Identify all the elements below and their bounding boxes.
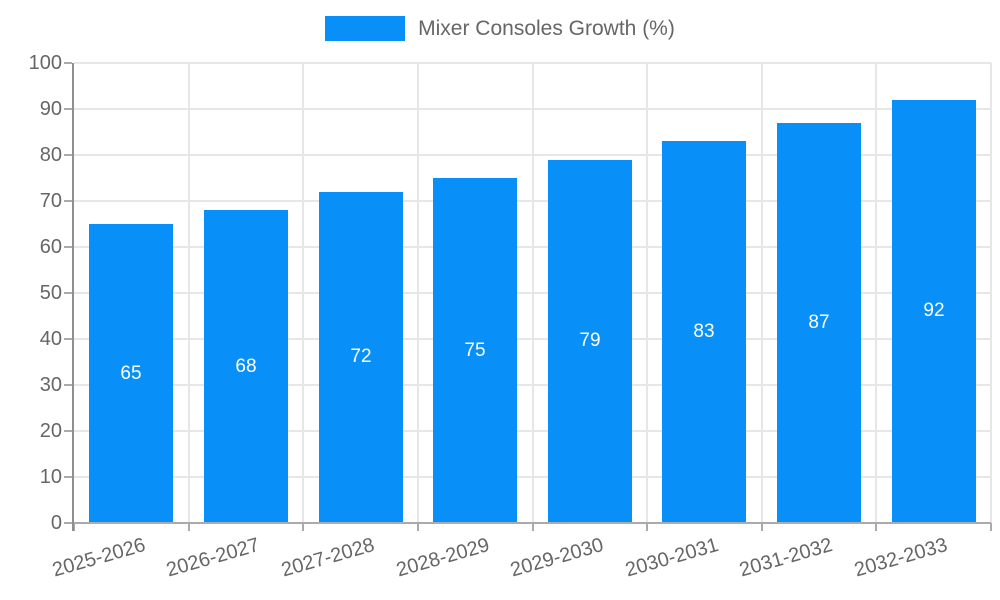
- x-gridline: [875, 63, 878, 523]
- legend: Mixer Consoles Growth (%): [0, 16, 1000, 41]
- y-tick-label: 30: [39, 374, 62, 396]
- y-tick-label: 10: [39, 466, 62, 488]
- bar: 87: [777, 122, 861, 523]
- x-gridline: [302, 63, 305, 523]
- y-tick-label: 0: [50, 512, 62, 534]
- x-gridline: [187, 63, 190, 523]
- x-tick-label: 2031-2032: [737, 533, 836, 582]
- bar-value-label: 65: [120, 362, 142, 384]
- y-tick-label: 20: [39, 420, 62, 442]
- x-gridline: [990, 63, 992, 523]
- x-tick-label: 2029-2030: [508, 533, 607, 582]
- x-tick-label: 2030-2031: [622, 533, 721, 582]
- x-axis-tick: [760, 523, 763, 531]
- bar-value-label: 92: [923, 300, 945, 322]
- x-gridline: [416, 63, 419, 523]
- bar-value-label: 75: [464, 339, 486, 361]
- y-axis-tick: [64, 522, 72, 524]
- bar: 65: [89, 224, 173, 523]
- y-axis-tick: [64, 430, 72, 432]
- y-tick-label: 50: [39, 282, 62, 304]
- x-tick-label: 2028-2029: [393, 533, 492, 582]
- bar: 75: [433, 178, 517, 523]
- bar: 72: [319, 191, 403, 523]
- y-tick-label: 100: [28, 52, 62, 74]
- y-tick-label: 80: [39, 144, 62, 166]
- y-tick-label: 70: [39, 190, 62, 212]
- x-axis-tick: [646, 523, 649, 531]
- bar-value-label: 68: [235, 355, 257, 377]
- y-axis-tick: [64, 108, 72, 110]
- y-axis-tick: [64, 476, 72, 478]
- x-axis-line: [74, 522, 991, 524]
- bar: 79: [548, 159, 632, 523]
- y-tick-label: 40: [39, 328, 62, 350]
- bar-value-label: 72: [350, 346, 372, 368]
- legend-label[interactable]: Mixer Consoles Growth (%): [418, 16, 675, 40]
- bar-value-label: 87: [808, 311, 830, 333]
- bar: 68: [204, 210, 288, 523]
- x-axis-tick: [302, 523, 305, 531]
- x-axis-tick: [73, 523, 75, 531]
- x-tick-label: 2025-2026: [49, 533, 148, 582]
- x-gridline: [760, 63, 763, 523]
- bar-value-label: 79: [579, 330, 601, 352]
- x-axis-tick: [875, 523, 878, 531]
- y-axis-tick: [64, 384, 72, 386]
- y-axis-tick: [64, 62, 72, 64]
- bar-value-label: 83: [693, 321, 715, 343]
- y-tick-label: 90: [39, 98, 62, 120]
- bar: 92: [892, 99, 976, 523]
- x-tick-label: 2027-2028: [278, 533, 377, 582]
- y-tick-label: 60: [39, 236, 62, 258]
- y-axis-tick: [64, 246, 72, 248]
- bar: 83: [662, 141, 746, 523]
- legend-swatch[interactable]: [325, 16, 406, 41]
- y-axis-tick: [64, 154, 72, 156]
- x-gridline: [646, 63, 649, 523]
- x-axis-tick: [416, 523, 419, 531]
- y-axis-line: [72, 63, 74, 531]
- x-axis-tick: [531, 523, 534, 531]
- x-tick-label: 2032-2033: [852, 533, 951, 582]
- y-axis-tick: [64, 200, 72, 202]
- y-axis-tick: [64, 338, 72, 340]
- x-gridline: [531, 63, 534, 523]
- x-axis-tick: [187, 523, 190, 531]
- x-axis-tick: [990, 523, 992, 531]
- y-axis-tick: [64, 292, 72, 294]
- x-tick-label: 2026-2027: [164, 533, 263, 582]
